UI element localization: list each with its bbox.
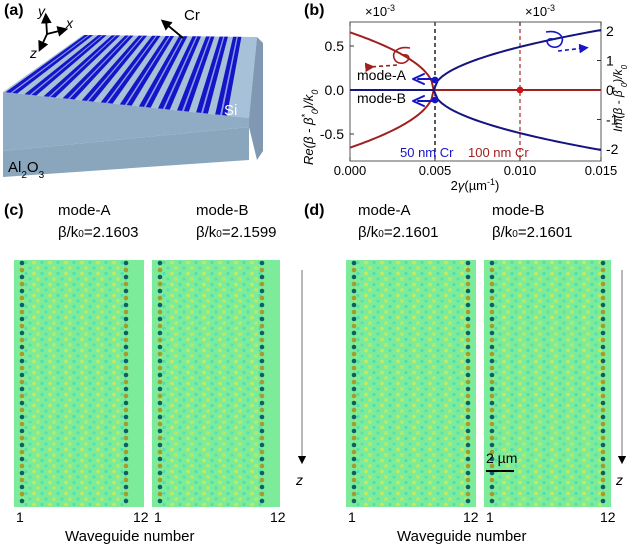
svg-text:×10-3: ×10-3 [365,3,395,19]
svg-text:0.0: 0.0 [325,82,345,98]
svg-text:2: 2 [606,23,614,39]
svg-text:-0.5: -0.5 [320,126,344,142]
svg-text:z: z [29,45,37,61]
svg-text:y: y [37,3,46,19]
svg-text:2γ(µm-1): 2γ(µm-1) [451,177,500,193]
svg-text:×10-3: ×10-3 [525,3,555,19]
svg-text:-2: -2 [606,141,619,157]
svg-text:100 nm Cr: 100 nm Cr [468,145,529,160]
svg-text:0.010: 0.010 [504,163,537,178]
svg-text:mode-B: mode-B [357,90,406,106]
svg-text:Im(β - β*0)/k0: Im(β - β*0)/k0 [611,64,629,132]
svg-text:x: x [65,15,74,31]
svg-text:0.015: 0.015 [585,163,618,178]
svg-text:Re(β - β*0)/k0: Re(β - β*0)/k0 [300,90,320,165]
svg-text:mode-A: mode-A [357,67,407,83]
svg-text:1: 1 [606,53,614,69]
svg-text:Si: Si [224,102,237,119]
svg-text:Cr: Cr [184,7,200,24]
svg-text:0.005: 0.005 [419,163,452,178]
svg-text:0.000: 0.000 [334,163,367,178]
svg-text:50 nm Cr: 50 nm Cr [400,145,454,160]
svg-text:0.5: 0.5 [325,38,345,54]
